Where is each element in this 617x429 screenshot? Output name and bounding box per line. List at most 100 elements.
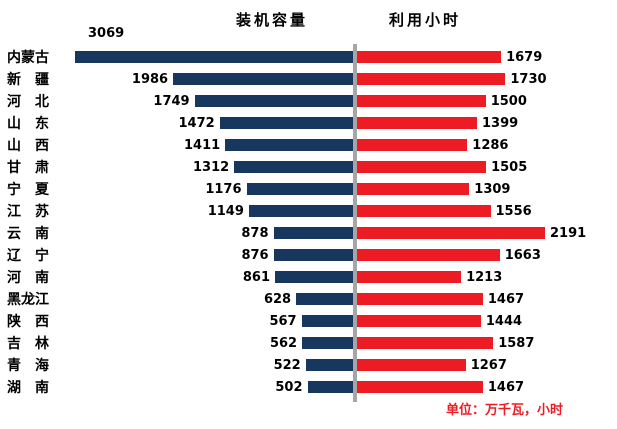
hours-value: 1444 [485, 313, 523, 329]
capacity-cell: 3069 [56, 27, 353, 68]
capacity-value: 1411 [184, 137, 221, 153]
capacity-value: 861 [242, 269, 270, 285]
capacity-cell: 1312 [56, 156, 353, 178]
hours-value: 1505 [491, 159, 528, 175]
hours-bar [357, 161, 487, 173]
capacity-value: 502 [275, 379, 303, 395]
hours-value: 1467 [487, 291, 525, 307]
hours-bar [357, 117, 477, 129]
hours-value: 1663 [504, 247, 541, 263]
right-series-title: 利用小时 [388, 11, 461, 29]
capacity-bar [302, 337, 353, 349]
capacity-value: 876 [241, 247, 269, 263]
capacity-cell: 878 [56, 222, 353, 244]
hours-bar [357, 139, 468, 151]
hours-cell: 1587 [357, 332, 617, 354]
capacity-bar [301, 315, 353, 327]
hours-value: 1286 [472, 137, 509, 153]
hours-cell: 1467 [357, 376, 617, 398]
capacity-value: 878 [241, 225, 269, 241]
capacity-cell: 628 [56, 288, 353, 310]
hours-value: 1730 [510, 71, 547, 87]
hours-cell: 1286 [357, 134, 617, 156]
capacity-cell: 522 [56, 354, 353, 376]
unit-note: 单位：万千瓦，小时 [445, 403, 563, 418]
capacity-bar [296, 293, 353, 305]
hours-bar [357, 381, 483, 393]
capacity-cell: 1411 [56, 134, 353, 156]
category-label: 甘 肃 [7, 160, 49, 176]
center-axis-line [353, 44, 357, 402]
hours-bar [357, 359, 466, 371]
capacity-bar [219, 117, 353, 129]
capacity-bar [234, 161, 353, 173]
capacity-cell: 1149 [56, 200, 353, 222]
category-label: 新 疆 [7, 72, 49, 88]
hours-cell: 1444 [357, 310, 617, 332]
hours-value: 1309 [474, 181, 511, 197]
capacity-value: 1312 [193, 159, 230, 175]
capacity-bar [273, 227, 353, 239]
category-label: 湖 南 [7, 380, 49, 396]
hours-bar [357, 249, 500, 261]
capacity-bar [273, 249, 353, 261]
hours-cell: 1505 [357, 156, 617, 178]
capacity-value: 1472 [178, 115, 215, 131]
chart-rows: 内蒙古 3069 1679 新 疆 1986 1730 河 北 1749 1500 山 东 1472… [0, 27, 617, 398]
category-label: 宁 夏 [7, 182, 49, 198]
hours-cell: 1467 [357, 288, 617, 310]
capacity-value: 1176 [205, 181, 242, 197]
category-label: 河 南 [7, 270, 49, 286]
hours-value: 1500 [490, 93, 527, 109]
category-label: 山 西 [7, 138, 49, 154]
category-label: 吉 林 [7, 336, 49, 352]
capacity-cell: 502 [56, 376, 353, 398]
hours-value: 1679 [506, 49, 543, 65]
hours-bar [357, 183, 470, 195]
hours-cell: 1730 [357, 68, 617, 90]
capacity-bar [194, 95, 353, 107]
chart-row: 黑龙江 628 1467 [0, 288, 617, 310]
chart-row: 云 南 878 2191 [0, 222, 617, 244]
capacity-bar [225, 139, 353, 151]
hours-bar [357, 337, 494, 349]
hours-bar [357, 315, 481, 327]
capacity-value: 1749 [153, 93, 190, 109]
chart-row: 宁 夏 1176 1309 [0, 178, 617, 200]
capacity-bar [307, 381, 353, 393]
chart-row: 山 东 1472 1399 [0, 112, 617, 134]
hours-value: 1399 [482, 115, 519, 131]
hours-bar [357, 73, 506, 85]
chart-row: 湖 南 502 1467 [0, 376, 617, 398]
capacity-bar [248, 205, 353, 217]
hours-cell: 1679 [357, 46, 617, 68]
chart-row: 甘 肃 1312 1505 [0, 156, 617, 178]
capacity-cell: 1749 [56, 90, 353, 112]
hours-cell: 1213 [357, 266, 617, 288]
capacity-value: 628 [263, 291, 292, 307]
capacity-cell: 876 [56, 244, 353, 266]
hours-cell: 1267 [357, 354, 617, 376]
hours-cell: 1500 [357, 90, 617, 112]
category-label: 辽 宁 [7, 248, 49, 264]
capacity-bar [275, 271, 353, 283]
hours-bar [357, 95, 486, 107]
hours-value: 1467 [487, 379, 525, 395]
capacity-value: 3069 [88, 26, 125, 41]
chart-row: 江 苏 1149 1556 [0, 200, 617, 222]
hours-cell: 1663 [357, 244, 617, 266]
hours-cell: 1556 [357, 200, 617, 222]
capacity-cell: 1176 [56, 178, 353, 200]
left-series-title: 装机容量 [235, 11, 308, 29]
capacity-value: 522 [273, 357, 301, 373]
chart-row: 河 南 861 1213 [0, 266, 617, 288]
category-label: 山 东 [7, 116, 49, 132]
capacity-bar [246, 183, 353, 195]
category-label: 江 苏 [7, 204, 49, 220]
hours-value: 1556 [495, 203, 532, 219]
capacity-value: 567 [269, 313, 297, 329]
chart-row: 陕 西 567 1444 [0, 310, 617, 332]
capacity-bar [75, 51, 353, 63]
hours-bar [357, 293, 483, 305]
